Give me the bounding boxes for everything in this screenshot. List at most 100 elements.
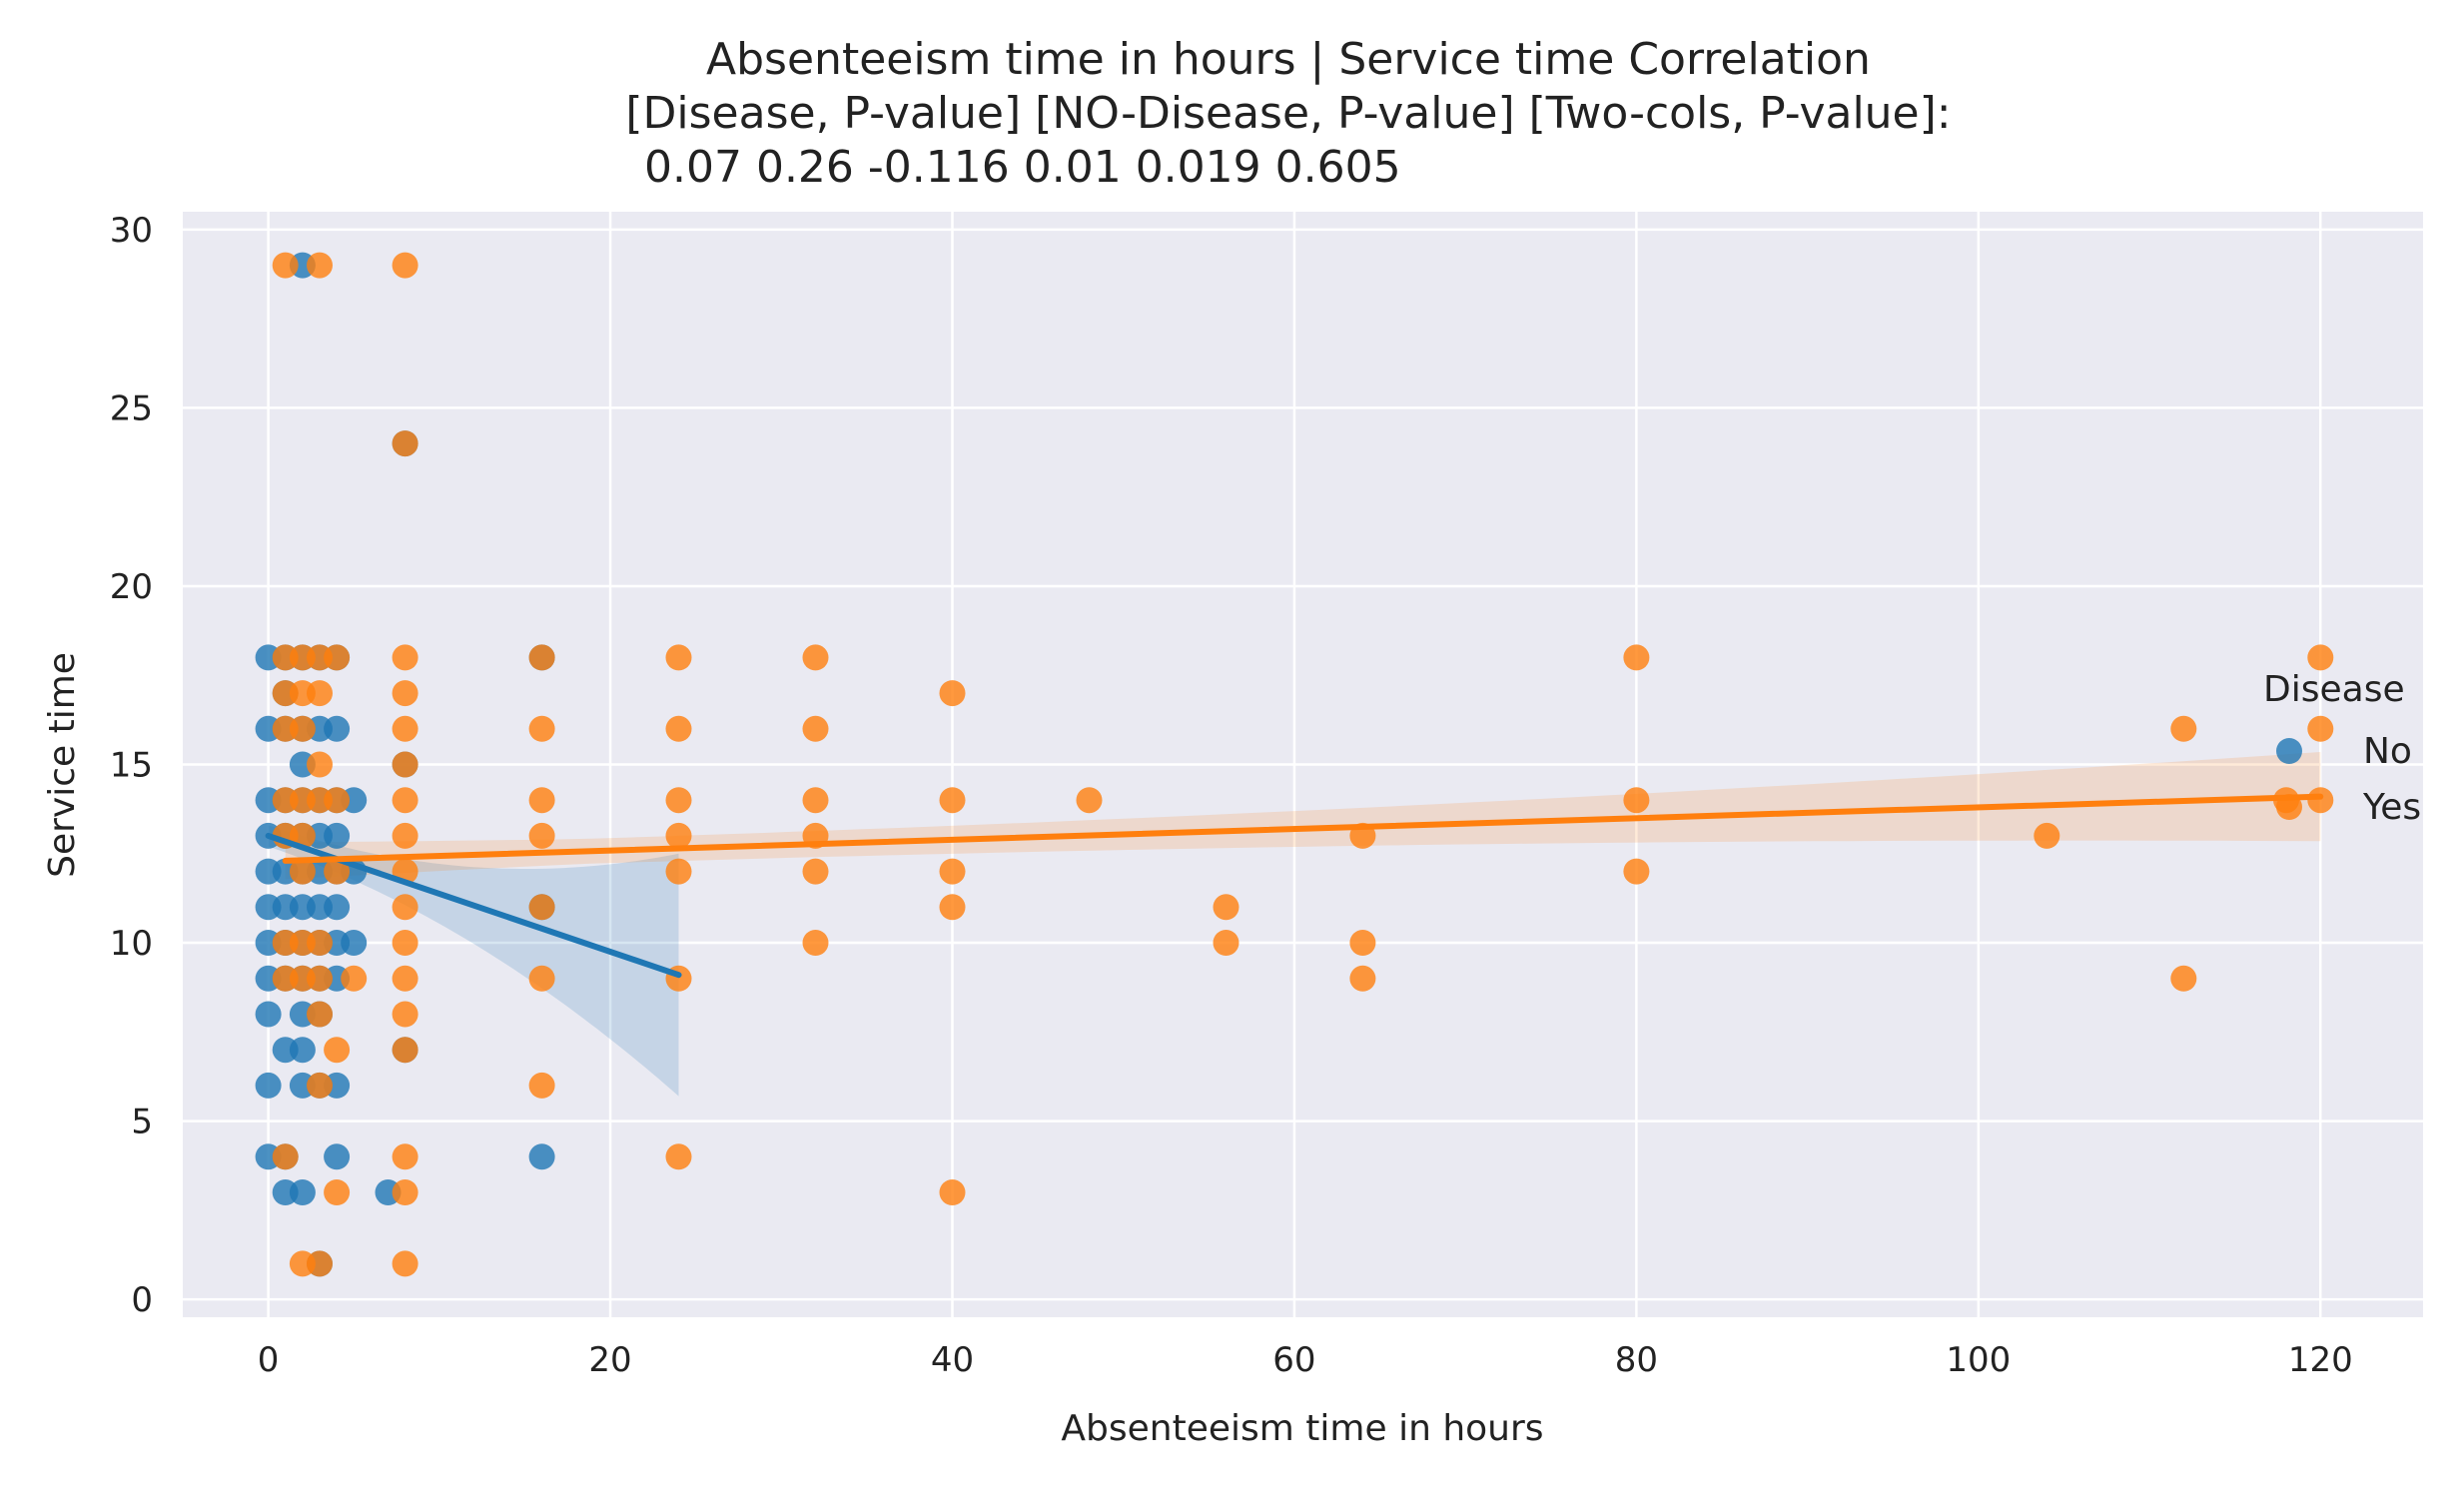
data-point-yes [392,965,418,992]
data-point-no [324,715,351,742]
data-point-yes [2170,715,2197,742]
data-point-yes [272,1143,299,1170]
data-point-yes [2170,965,2197,992]
y-tick-label: 15 [110,746,153,786]
data-point-yes [392,252,418,279]
data-point-yes [802,930,829,956]
regression-line-yes [282,793,2324,864]
data-point-no [255,1072,282,1099]
data-point-yes [1213,930,1239,956]
data-point-yes [802,715,829,742]
data-point-yes [341,965,368,992]
data-point-yes [324,787,351,814]
data-point-no [341,930,368,956]
x-tick-label: 0 [258,1340,280,1380]
data-point-yes [392,930,418,956]
data-point-yes [665,715,692,742]
x-tick-label: 120 [2288,1340,2353,1380]
data-point-yes [392,680,418,707]
data-point-yes [528,822,555,849]
data-point-yes [2034,822,2060,849]
data-point-no [289,1037,316,1064]
legend-label-yes: Yes [2362,787,2421,828]
y-tick-label: 25 [110,388,153,428]
data-point-yes [1076,787,1103,814]
data-point-yes [324,858,351,885]
data-point-yes [802,644,829,671]
data-point-yes [939,680,966,707]
data-point-yes [665,644,692,671]
gridlines [183,212,2423,1317]
data-point-no [528,1143,555,1170]
data-point-yes [324,1179,351,1205]
data-point-no [255,1001,282,1028]
y-tick-label: 5 [131,1103,153,1142]
regression-lines [265,793,2324,979]
data-point-yes [392,894,418,921]
x-tick-label: 20 [588,1340,631,1380]
data-point-yes [392,1179,418,1205]
data-point-yes [939,787,966,814]
y-axis-label: Service time [42,652,83,878]
data-point-yes [528,715,555,742]
data-point-yes [392,1143,418,1170]
data-point-yes [939,1179,966,1205]
legend-marker-yes [2276,794,2302,820]
data-point-yes [939,858,966,885]
y-axis-ticks: 0 5 10 15 20 25 30 [110,211,153,1320]
data-point-yes [392,1250,418,1277]
data-point-yes [1349,930,1376,956]
data-point-yes [307,1072,333,1099]
data-point-yes [1623,787,1650,814]
data-point-no [289,1179,316,1205]
data-point-yes [802,858,829,885]
data-point-yes [324,644,351,671]
data-point-yes [528,787,555,814]
data-point-yes [1623,858,1650,885]
x-tick-label: 80 [1615,1340,1658,1380]
y-tick-label: 20 [110,567,153,607]
x-axis-label: Absenteeism time in hours [1061,1408,1543,1449]
x-tick-label: 60 [1272,1340,1315,1380]
data-point-yes [528,644,555,671]
title-line-3: 0.07 0.26 -0.116 0.01 0.019 0.605 [644,142,1401,193]
legend: Disease No Yes [2263,669,2421,828]
data-point-yes [665,1143,692,1170]
data-point-yes [392,787,418,814]
data-point-no [324,894,351,921]
data-points [255,252,2334,1277]
data-point-no [324,1143,351,1170]
chart-title: Absenteeism time in hours | Service time… [625,34,1951,193]
title-line-2: [Disease, P-value] [NO-Disease, P-value]… [625,88,1951,139]
data-point-yes [1623,644,1650,671]
data-point-yes [392,430,418,457]
data-point-yes [307,965,333,992]
data-point-no [324,822,351,849]
data-point-yes [528,1072,555,1099]
data-point-yes [272,252,299,279]
data-point-yes [307,930,333,956]
data-point-yes [307,252,333,279]
data-point-yes [802,787,829,814]
y-tick-label: 10 [110,924,153,964]
legend-title: Disease [2263,669,2405,710]
data-point-yes [289,858,316,885]
data-point-yes [392,822,418,849]
legend-label-no: No [2363,731,2412,772]
data-point-yes [2307,715,2334,742]
data-point-yes [392,751,418,778]
data-point-yes [392,1037,418,1064]
data-point-yes [1213,894,1239,921]
data-point-yes [392,715,418,742]
confidence-band-no [268,825,679,1097]
data-point-yes [939,894,966,921]
data-point-yes [528,965,555,992]
data-point-yes [307,751,333,778]
y-tick-label: 30 [110,211,153,251]
data-point-yes [392,644,418,671]
data-point-yes [392,1001,418,1028]
data-point-yes [307,680,333,707]
data-point-yes [2307,787,2334,814]
